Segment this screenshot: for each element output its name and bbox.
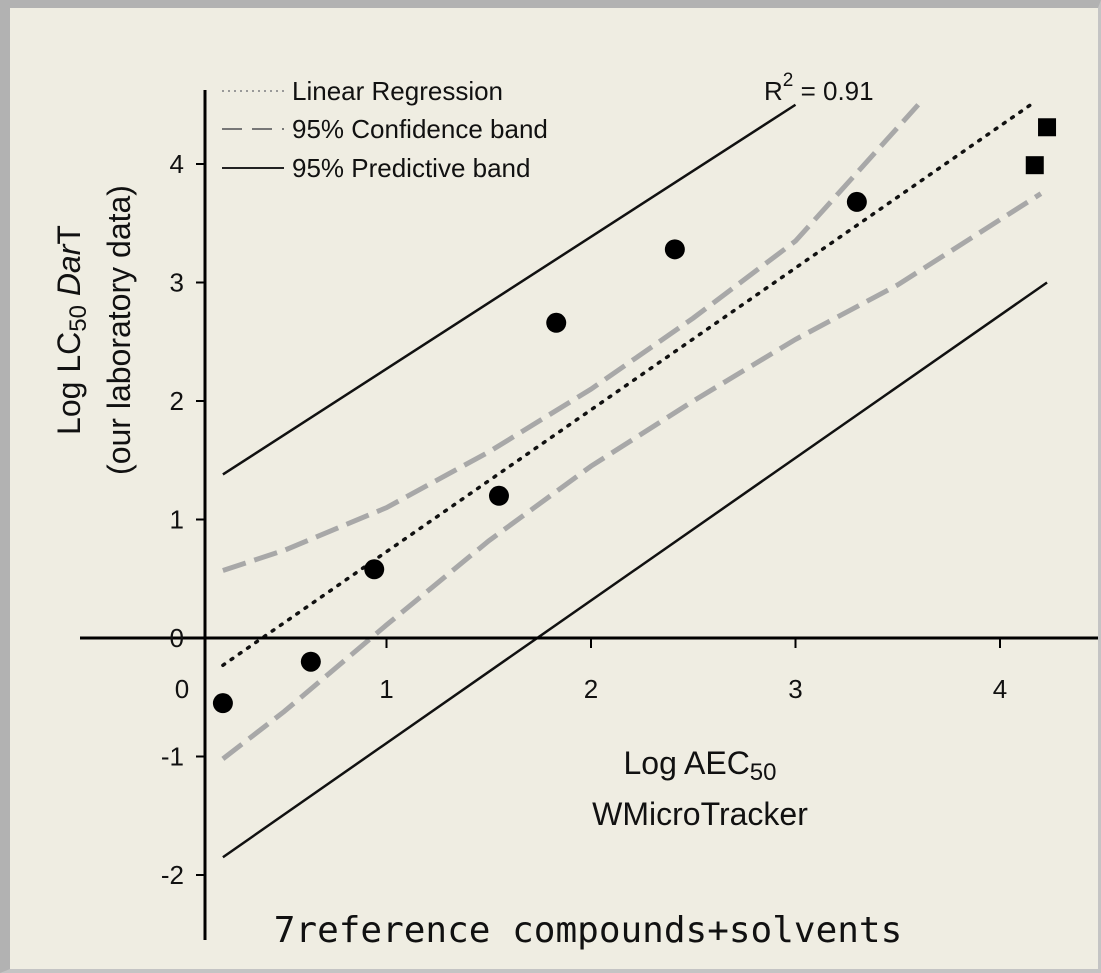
data-point-circle <box>846 191 867 212</box>
ticks-layer: -2 -1 0 1 2 3 4 0 1 2 3 4 <box>161 149 1007 890</box>
footer-caption: 7reference compounds+solvents <box>274 910 903 951</box>
x-tick-label: 1 <box>379 674 393 704</box>
data-point-square <box>1038 118 1057 137</box>
x-tick-label: 2 <box>584 674 598 704</box>
axes-layer <box>80 90 1098 940</box>
y-axis-title-line2: (our laboratory data) <box>101 185 137 475</box>
x-axis-title: Log AEC50 WMicroTracker <box>592 745 808 832</box>
predictive-band-upper <box>222 103 797 476</box>
legend-label-predictive: 95% Predictive band <box>292 153 530 183</box>
y-tick-label: 3 <box>170 268 184 298</box>
legend-label-regression: Linear Regression <box>292 76 503 106</box>
y-tick-label: 4 <box>170 149 184 179</box>
y-tick-label: 1 <box>170 505 184 535</box>
legend: Linear Regression 95% Confidence band 95… <box>222 76 548 183</box>
data-point-circle <box>212 693 233 714</box>
points-layer <box>212 118 1057 714</box>
legend-label-confidence: 95% Confidence band <box>292 114 548 144</box>
x-axis-title-line2: WMicroTracker <box>592 796 808 832</box>
y-tick-label: -1 <box>161 742 184 772</box>
data-point-circle <box>546 312 567 333</box>
y-axis-title-line1: Log LC50 DarT <box>51 225 92 435</box>
data-point-square <box>1025 156 1044 175</box>
x-tick-label: 3 <box>788 674 802 704</box>
confidence-band-lower <box>221 191 1043 761</box>
y-tick-label: -2 <box>161 860 184 890</box>
x-tick-label: 0 <box>175 674 189 704</box>
data-point-circle <box>300 651 321 672</box>
confidence-band-upper <box>222 103 921 573</box>
x-tick-label: 4 <box>993 674 1007 704</box>
regression-line <box>221 103 1033 668</box>
data-point-circle <box>488 485 509 506</box>
predictive-band-lower <box>222 281 1048 859</box>
y-tick-label: 2 <box>170 386 184 416</box>
y-axis-title: Log LC50 DarT (our laboratory data) <box>51 185 137 475</box>
data-point-circle <box>664 239 685 260</box>
data-point-circle <box>364 559 385 580</box>
r-squared-annotation: R2 = 0.91 <box>764 70 874 106</box>
x-axis-title-line1: Log AEC50 <box>623 745 776 786</box>
y-tick-label: 0 <box>170 623 184 653</box>
lines-layer <box>221 103 1048 859</box>
